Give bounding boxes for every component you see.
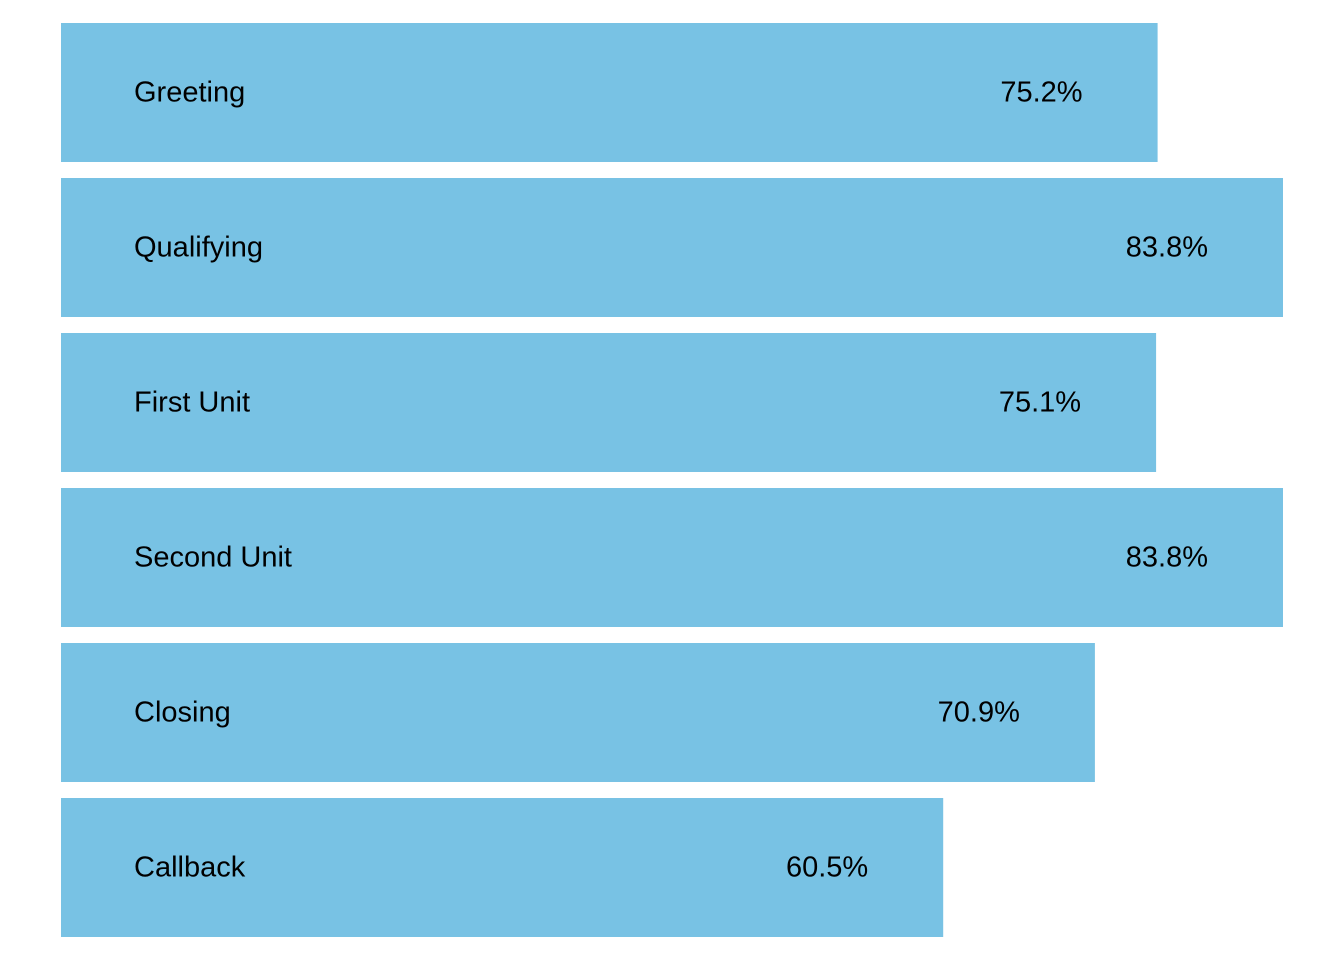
category-label-greeting: Greeting [134,77,245,109]
value-labels-group: 75.2% 83.8% 75.1% 83.8% 70.9% 60.5% [786,77,1208,884]
category-label-second-unit: Second Unit [134,542,292,574]
bar-first-unit [61,333,1157,472]
bar-qualifying [61,178,1283,317]
category-label-closing: Closing [134,697,231,729]
value-label-qualifying: 83.8% [1126,232,1208,264]
value-label-second-unit: 83.8% [1126,542,1208,574]
value-label-greeting: 75.2% [1000,77,1082,109]
category-label-qualifying: Qualifying [134,232,263,264]
bars-group [61,23,1283,937]
value-label-callback: 60.5% [786,852,868,884]
category-labels-group: Greeting Qualifying First Unit Second Unit C… [134,77,292,884]
bar-greeting [61,23,1158,162]
bar-callback [61,798,944,937]
bar-second-unit [61,488,1283,627]
value-label-first-unit: 75.1% [999,387,1081,419]
value-label-closing: 70.9% [938,697,1020,729]
category-label-callback: Callback [134,852,246,884]
bar-closing [61,643,1095,782]
category-label-first-unit: First Unit [134,387,250,419]
